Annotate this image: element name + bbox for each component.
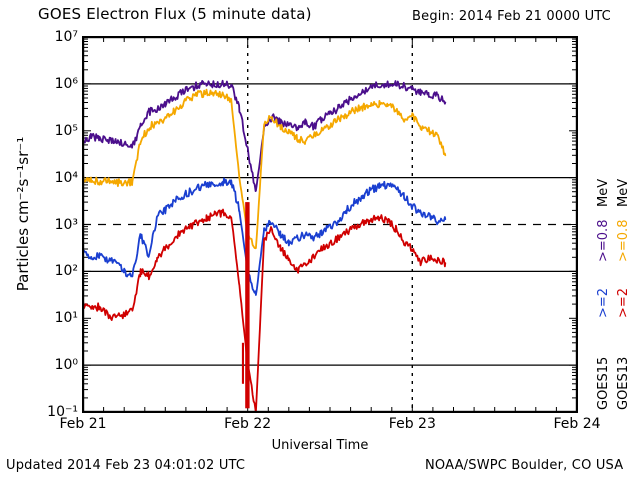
credit-label: NOAA/SWPC Boulder, CO USA <box>425 458 624 473</box>
flux-plot-svg <box>83 37 577 412</box>
plot-frame <box>83 37 577 412</box>
legend-unit: MeV <box>596 178 611 207</box>
dropout-spike-secondary <box>241 342 244 384</box>
begin-time-label: Begin: 2014 Feb 21 0000 UTC <box>412 9 611 24</box>
legend-entry-2: >=2 <box>596 287 611 318</box>
y-tick-label: 10³ <box>54 216 78 233</box>
series-line-1 <box>83 88 447 250</box>
legend-entry-0p8: >=0.8 <box>616 219 631 262</box>
x-tick-label: Feb 21 <box>59 416 107 432</box>
legend-satellite: GOES13 <box>616 356 631 410</box>
y-tick-label: 10⁴ <box>54 169 78 186</box>
x-axis-label: Universal Time <box>271 438 369 453</box>
x-tick-label: Feb 23 <box>388 416 436 432</box>
dropout-spike <box>245 202 250 409</box>
chart-title: GOES Electron Flux (5 minute data) <box>38 5 312 23</box>
series-line-3 <box>83 208 447 412</box>
y-tick-label: 10⁵ <box>54 122 78 139</box>
plot-area <box>82 36 578 413</box>
y-tick-label: 10⁻¹ <box>47 404 78 420</box>
series-line-2 <box>83 177 447 296</box>
y-tick-label: 10¹ <box>54 310 78 327</box>
legend-satellite: GOES15 <box>596 356 611 410</box>
legend-unit: MeV <box>616 178 631 207</box>
legend-entry-0p8: >=0.8 <box>596 219 611 262</box>
y-tick-label: 10⁰ <box>54 357 78 374</box>
x-tick-label: Feb 22 <box>224 416 272 432</box>
x-tick-label: Feb 24 <box>553 416 601 432</box>
legend-entry-2: >=2 <box>616 287 631 318</box>
y-tick-label: 10⁶ <box>54 75 78 92</box>
y-tick-label: 10⁷ <box>54 29 78 45</box>
updated-timestamp: Updated 2014 Feb 23 04:01:02 UTC <box>6 458 246 473</box>
series-line-0 <box>83 79 447 193</box>
y-tick-label: 10² <box>54 263 78 280</box>
